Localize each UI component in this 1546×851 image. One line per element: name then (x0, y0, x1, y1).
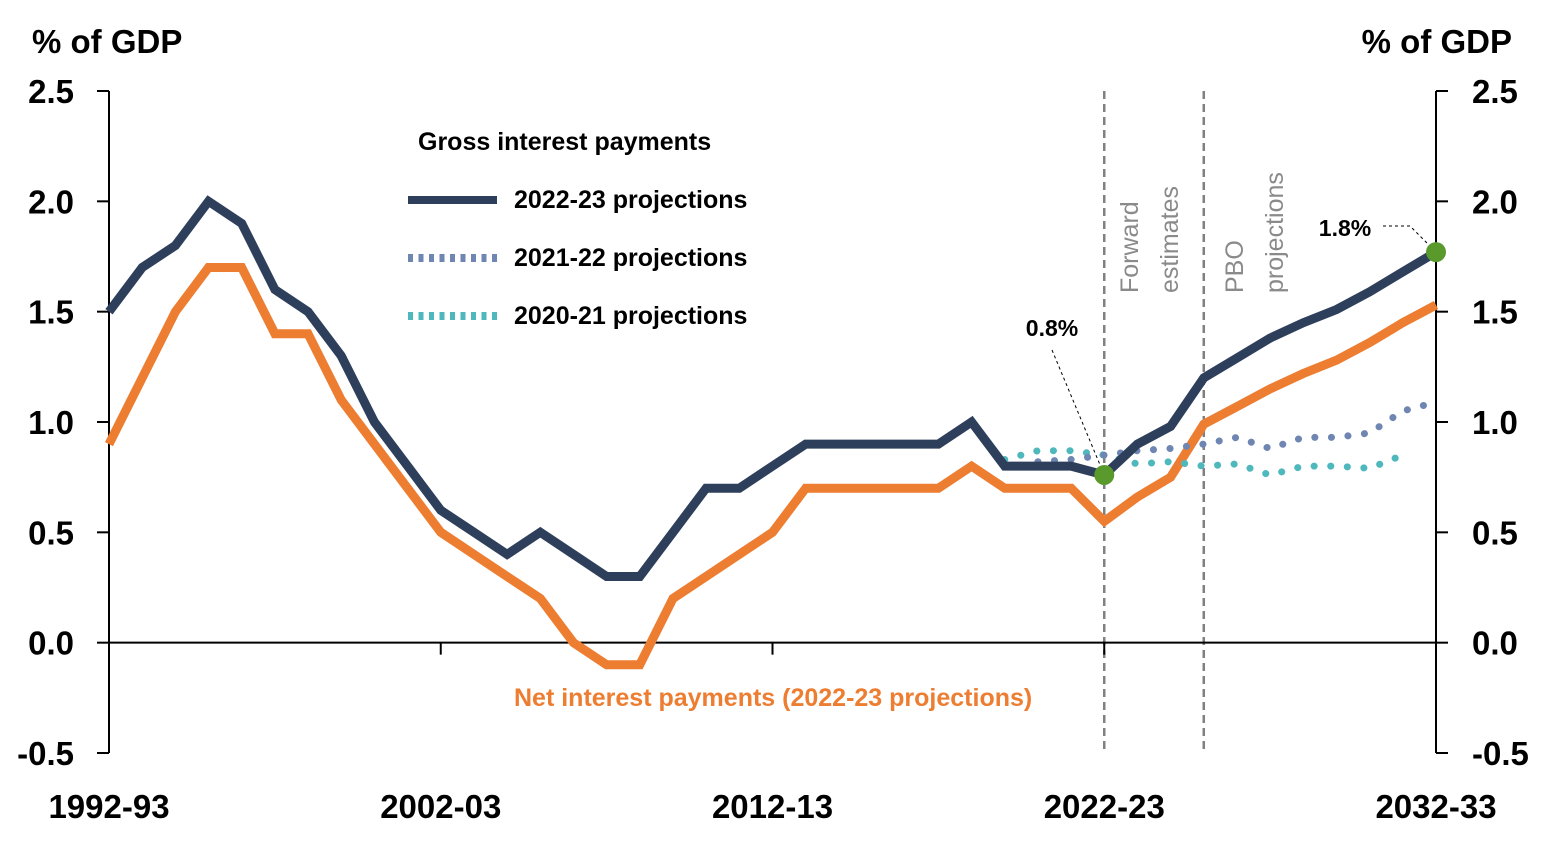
highlight-point-2032 (1426, 242, 1446, 263)
x-tick-label: 2012-13 (712, 788, 833, 825)
legend-title: Gross interest payments (418, 128, 711, 156)
y-tick-label-left: 0.0 (28, 625, 74, 662)
x-tick-label: 2032-33 (1375, 788, 1496, 825)
forward-estimates-line-2: estimates (1156, 186, 1184, 293)
pbo-projections-line-1: PBO (1221, 240, 1249, 293)
net-interest-label: Net interest payments (2022-23 projectio… (514, 684, 1032, 712)
y-tick-label-left: -0.5 (17, 735, 74, 772)
forward-estimates-line-1: Forward (1116, 201, 1144, 293)
y-tick-label-right: 0.5 (1472, 514, 1518, 551)
series-line-gross-2020 (1001, 447, 1407, 479)
series-line-net-2022 (104, 263, 1439, 670)
legend: Gross interest payments 2022-23 projecti… (408, 128, 747, 330)
annotation-leader-2032 (1383, 225, 1437, 253)
x-tick-label: 1992-93 (48, 788, 169, 825)
legend-label-gross-2020: 2020-21 projections (514, 302, 747, 330)
period-markers-layer (1103, 91, 1206, 753)
legend-label-gross-2022: 2022-23 projections (514, 186, 747, 214)
annotation-label-2022: 0.8% (1026, 315, 1078, 341)
series-line-gross-2021 (1034, 398, 1440, 466)
series-layer (104, 195, 1440, 670)
y-unit-right: % of GDP (1362, 23, 1512, 60)
y-tick-label-right: 1.5 (1472, 294, 1518, 331)
axes-layer: 2.5 2.5 2.0 2.0 1.5 1.5 1.0 1.0 0.5 0.5 0.0 0.0 -0.5… (17, 73, 1529, 825)
annotations-layer: 0.8% 1.8% (1026, 215, 1446, 485)
series-line-gross-2022 (105, 195, 1439, 581)
pbo-projections-label: PBO projections (1221, 172, 1289, 293)
x-tick-label: 2022-23 (1044, 788, 1165, 825)
y-tick-label-right: 2.5 (1472, 73, 1518, 110)
y-tick-label-right: 1.0 (1472, 404, 1518, 441)
y-tick-label-left: 1.0 (28, 404, 74, 441)
y-tick-label-right: 0.0 (1472, 625, 1518, 662)
annotation-label-2032: 1.8% (1319, 215, 1371, 241)
x-tick-label: 2002-03 (380, 788, 501, 825)
y-tick-label-left: 1.5 (28, 294, 74, 331)
y-tick-label-right: 2.0 (1472, 183, 1518, 220)
pbo-projections-line-2: projections (1261, 172, 1289, 293)
y-tick-label-right: -0.5 (1472, 735, 1529, 772)
y-tick-label-left: 2.0 (28, 183, 74, 220)
highlight-point-2022 (1094, 464, 1115, 485)
y-unit-left: % of GDP (32, 23, 182, 60)
y-tick-label-left: 0.5 (28, 514, 74, 551)
y-tick-label-left: 2.5 (28, 73, 74, 110)
forward-estimates-label: Forward estimates (1116, 186, 1184, 293)
annotation-leader-2022 (1051, 349, 1105, 476)
legend-label-gross-2021: 2021-22 projections (514, 244, 747, 272)
